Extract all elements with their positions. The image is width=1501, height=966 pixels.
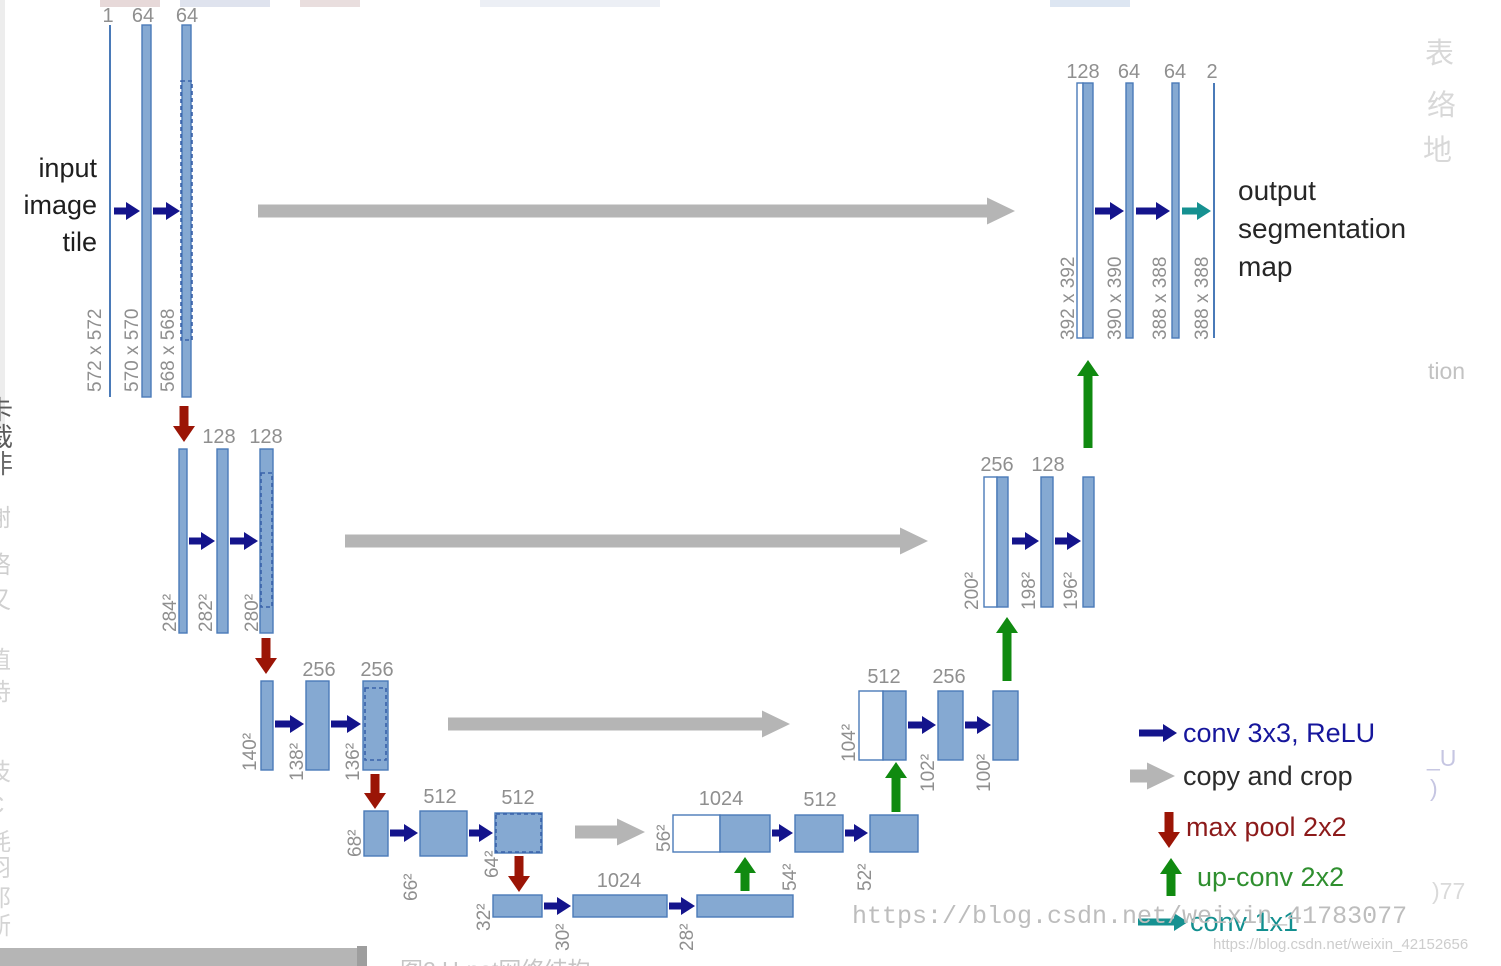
copy-crop-arrow	[448, 710, 790, 738]
feature-map-white-box	[983, 476, 998, 608]
legend-label-conv1x1: conv 1x1	[1190, 907, 1299, 937]
crop-region-dashed-box	[495, 813, 542, 853]
copy-crop-arrow	[575, 818, 645, 846]
feature-map-bar	[794, 814, 844, 853]
conv1x1-arrow	[1182, 202, 1211, 220]
feature-map-bar	[1082, 82, 1094, 339]
feature-map-bar	[492, 894, 543, 918]
feature-map-bar	[572, 894, 668, 918]
conv3x3-arrow	[1136, 202, 1170, 220]
legend-conv3x3-arrow	[1139, 724, 1177, 742]
upconv-arrow	[885, 762, 907, 812]
feature-map-bar	[362, 680, 389, 771]
feature-map-bar	[178, 448, 188, 634]
conv3x3-arrow	[544, 897, 571, 915]
feature-map-bar	[494, 812, 543, 854]
feature-map-bar	[1040, 476, 1054, 608]
legend-label-maxpool: max pool 2x2	[1186, 812, 1347, 842]
feature-map-bar	[141, 24, 152, 398]
maxpool-arrow	[173, 406, 195, 442]
crop-region-dashed-box	[260, 472, 273, 608]
conv3x3-arrow	[275, 715, 304, 733]
upconv-arrow	[996, 617, 1018, 681]
feature-map-bar	[937, 690, 964, 761]
conv3x3-arrow	[908, 716, 936, 734]
conv3x3-arrow	[114, 202, 140, 220]
background-edge-strip	[0, 0, 5, 430]
crop-region-dashed-box	[364, 687, 387, 761]
feature-map-bar	[869, 814, 919, 853]
legend-upconv-arrow	[1160, 858, 1182, 896]
feature-map-white-box	[1076, 82, 1084, 339]
feature-map-white-box	[858, 690, 884, 761]
feature-map-bar	[419, 810, 468, 857]
figure-caption: 图2 U-net网络结构	[400, 951, 590, 966]
feature-map-bar	[259, 448, 274, 634]
legend-label-copy-crop: copy and crop	[1183, 761, 1353, 791]
conv3x3-arrow	[1055, 532, 1081, 550]
copy-crop-arrow	[345, 527, 928, 555]
conv3x3-arrow	[390, 824, 418, 842]
feature-map-bar	[305, 680, 330, 771]
legend-label-upconv: up-conv 2x2	[1197, 862, 1345, 892]
conv3x3-arrow	[469, 824, 493, 842]
feature-map-line	[1213, 83, 1215, 338]
conv3x3-arrow	[845, 824, 868, 842]
legend-copy-crop-arrow	[1130, 762, 1175, 790]
feature-map-line	[109, 25, 111, 397]
background-scrollbar-fragment	[0, 948, 357, 966]
conv3x3-arrow	[1095, 202, 1124, 220]
conv3x3-arrow	[153, 202, 180, 220]
feature-map-bar	[216, 448, 229, 634]
conv3x3-arrow	[1012, 532, 1039, 550]
feature-map-bar	[1125, 82, 1134, 339]
conv3x3-arrow	[772, 824, 793, 842]
maxpool-arrow	[255, 638, 277, 674]
maxpool-arrow	[508, 856, 530, 892]
legend-label-conv3x3: conv 3x3, ReLU	[1183, 718, 1376, 748]
csdn-watermark-bottom-right: https://blog.csdn.net/weixin_42152656	[1213, 936, 1469, 953]
conv3x3-arrow	[230, 532, 258, 550]
output-segmentation-map-caption: output segmentation map	[1238, 175, 1407, 282]
feature-map-bar	[260, 680, 274, 771]
background-scrollbar-thumb-edge	[357, 946, 367, 966]
crop-region-dashed-box	[180, 80, 193, 341]
feature-map-bar	[181, 24, 192, 398]
legend-conv1x1-arrow	[1138, 913, 1188, 931]
conv3x3-arrow	[189, 532, 215, 550]
upconv-arrow	[734, 857, 756, 891]
feature-map-bar	[996, 476, 1009, 608]
conv3x3-arrow	[965, 716, 991, 734]
legend-maxpool-arrow	[1158, 812, 1180, 848]
feature-map-white-box	[672, 814, 721, 853]
upconv-arrow	[1077, 360, 1099, 448]
maxpool-arrow	[364, 774, 386, 809]
copy-crop-arrow	[258, 197, 1015, 225]
feature-map-bar	[1082, 476, 1095, 608]
conv3x3-arrow	[669, 897, 695, 915]
csdn-watermark-center: https://blog.csdn.net/weixin_41783077	[852, 902, 1408, 931]
feature-map-bar	[882, 690, 907, 761]
input-image-tile-caption: input image tile	[23, 153, 97, 257]
feature-map-bar	[992, 690, 1019, 761]
feature-map-bar	[363, 810, 389, 857]
feature-map-bar	[719, 814, 771, 853]
feature-map-bar	[696, 894, 794, 918]
conv3x3-arrow	[331, 715, 361, 733]
feature-map-bar	[1171, 82, 1180, 339]
